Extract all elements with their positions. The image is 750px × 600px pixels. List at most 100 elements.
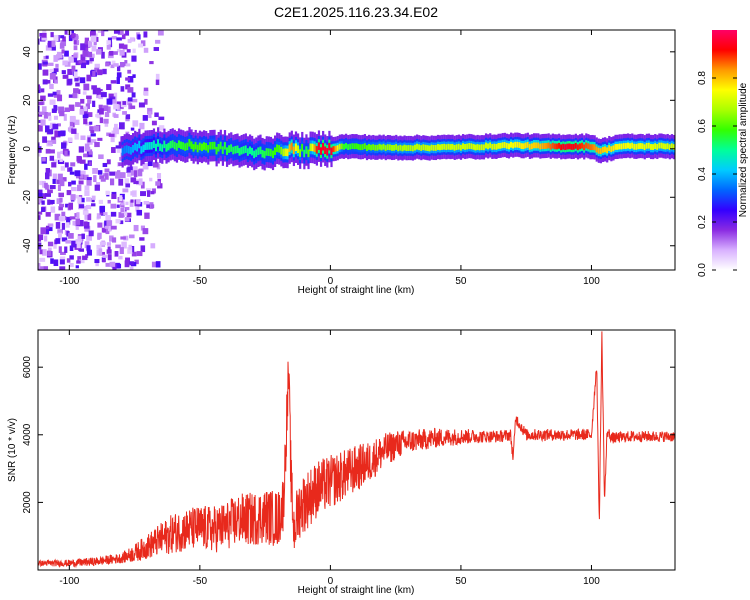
spectral-cell xyxy=(376,144,379,151)
spectral-cell xyxy=(532,142,536,149)
noise-cell xyxy=(68,56,74,63)
noise-cell xyxy=(106,132,112,137)
noise-cell xyxy=(123,211,128,216)
spectral-cell xyxy=(516,141,519,148)
bottom-x-axis-label: Height of straight line (km) xyxy=(298,585,415,596)
noise-cell xyxy=(49,83,54,90)
noise-cell xyxy=(122,44,128,50)
noise-cell xyxy=(38,63,42,70)
noise-cell xyxy=(43,112,49,119)
noise-cell xyxy=(127,172,132,177)
noise-cell xyxy=(102,254,108,258)
noise-cell xyxy=(70,194,76,201)
noise-cell xyxy=(73,37,77,45)
spectral-cell xyxy=(367,144,371,150)
spectral-cell xyxy=(209,142,212,150)
noise-cell xyxy=(40,95,46,101)
noise-cell xyxy=(62,74,69,79)
noise-cell xyxy=(88,60,93,64)
spectral-cell xyxy=(466,143,469,150)
spectral-cell xyxy=(470,143,473,150)
spectral-cell xyxy=(146,142,149,150)
spectral-cell xyxy=(311,143,314,152)
spectral-cell xyxy=(140,146,143,154)
spectral-cell xyxy=(322,142,325,151)
noise-cell xyxy=(136,199,141,205)
noise-cell xyxy=(102,162,108,168)
spectral-cell xyxy=(261,149,264,158)
noise-cell xyxy=(42,30,47,34)
noise-cell xyxy=(41,37,48,41)
spectral-cell xyxy=(353,143,356,150)
colorbar-tick-label: 0.0 xyxy=(697,263,708,277)
noise-cell xyxy=(55,238,61,244)
noise-cell xyxy=(75,102,80,107)
noise-cell xyxy=(56,90,61,97)
noise-cell xyxy=(76,241,81,249)
noise-cell xyxy=(130,170,137,176)
noise-cell xyxy=(73,88,79,94)
spectral-cell xyxy=(480,144,483,151)
noise-cell xyxy=(53,94,60,98)
noise-cell xyxy=(85,204,92,210)
spectral-cell xyxy=(443,143,446,150)
noise-cell xyxy=(47,189,53,194)
noise-cell xyxy=(75,218,81,225)
spectral-cell xyxy=(510,141,513,148)
noise-cell xyxy=(62,60,68,66)
noise-cell xyxy=(104,168,110,173)
spectral-cell xyxy=(169,140,172,149)
noise-cell xyxy=(84,163,88,170)
noise-cell xyxy=(86,197,91,202)
spectral-cell xyxy=(393,144,396,151)
spectral-cell xyxy=(340,143,344,150)
spectral-cell xyxy=(380,144,383,151)
noise-cell xyxy=(61,70,66,75)
noise-cell xyxy=(140,40,146,47)
noise-cell xyxy=(57,123,61,127)
spectral-cell xyxy=(587,143,590,150)
noise-cell xyxy=(69,255,74,260)
noise-cell xyxy=(57,229,63,234)
noise-cell xyxy=(42,249,47,256)
noise-cell xyxy=(49,155,55,161)
noise-cell xyxy=(45,225,50,229)
spectral-cell xyxy=(654,143,657,150)
spectral-cell xyxy=(528,143,532,150)
noise-cell xyxy=(118,162,123,167)
spectral-cell xyxy=(455,144,458,151)
spectral-cell xyxy=(236,145,239,154)
y-tick-label: 6000 xyxy=(22,356,33,379)
spectral-cell xyxy=(413,144,417,151)
noise-cell xyxy=(78,259,85,264)
noise-cell xyxy=(50,139,57,144)
noise-cell xyxy=(101,212,106,216)
noise-cell xyxy=(45,55,49,59)
spectral-cell xyxy=(658,142,661,149)
spectral-cell xyxy=(347,144,350,150)
spectral-cell xyxy=(246,148,250,156)
noise-cell xyxy=(69,245,74,252)
noise-cell xyxy=(98,154,104,160)
spectral-cell xyxy=(608,145,611,151)
spectral-cell xyxy=(223,142,227,150)
noise-cell xyxy=(112,51,118,55)
spectral-cell xyxy=(182,142,185,150)
noise-cell xyxy=(86,234,93,241)
noise-cell xyxy=(97,69,103,76)
spectral-cell xyxy=(472,143,475,150)
noise-cell xyxy=(127,166,133,171)
noise-cell xyxy=(139,122,145,130)
noise-cell xyxy=(151,120,157,126)
noise-cell xyxy=(140,181,145,189)
noise-cell xyxy=(66,150,70,155)
noise-cell xyxy=(64,246,68,253)
spectral-cell xyxy=(664,143,667,150)
noise-cell xyxy=(114,123,118,128)
spectral-cell xyxy=(150,141,153,150)
noise-cell xyxy=(50,32,54,38)
noise-cell xyxy=(124,178,130,185)
noise-cell xyxy=(120,172,126,179)
noise-cell xyxy=(69,115,76,122)
noise-cell xyxy=(106,249,112,254)
